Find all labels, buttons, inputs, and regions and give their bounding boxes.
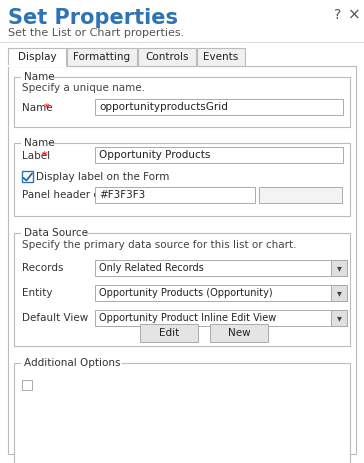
- Text: Data Source: Data Source: [24, 228, 88, 238]
- Bar: [138, 48, 196, 66]
- Bar: [95, 285, 347, 301]
- Text: New: New: [228, 328, 250, 338]
- Bar: [21, 227, 85, 239]
- Text: ▾: ▾: [337, 313, 341, 323]
- Bar: [210, 324, 268, 342]
- Text: Label: Label: [22, 151, 50, 161]
- Text: Display label on the Form: Display label on the Form: [36, 171, 169, 181]
- Text: Name: Name: [24, 138, 55, 148]
- Bar: [331, 310, 347, 326]
- Bar: [14, 363, 350, 463]
- Bar: [331, 285, 347, 301]
- Text: Name: Name: [24, 72, 55, 82]
- Text: Entity: Entity: [22, 288, 52, 298]
- Text: ?: ?: [335, 8, 342, 22]
- Text: Specify the primary data source for this list or chart.: Specify the primary data source for this…: [22, 240, 297, 250]
- Text: Set the List or Chart properties.: Set the List or Chart properties.: [8, 28, 184, 38]
- Text: #F3F3F3: #F3F3F3: [99, 190, 145, 200]
- Text: ×: ×: [348, 7, 360, 23]
- Bar: [21, 137, 48, 149]
- Text: Set Properties: Set Properties: [8, 8, 178, 28]
- Bar: [14, 233, 350, 346]
- Text: Opportunity Product Inline Edit View: Opportunity Product Inline Edit View: [99, 313, 276, 323]
- Bar: [95, 310, 347, 326]
- Bar: [14, 77, 350, 127]
- Text: Controls: Controls: [145, 52, 189, 62]
- Text: Display: Display: [18, 52, 56, 62]
- Bar: [21, 71, 48, 83]
- Text: Formatting: Formatting: [74, 52, 131, 62]
- Bar: [95, 147, 343, 163]
- Bar: [197, 48, 245, 66]
- Text: Name: Name: [22, 103, 53, 113]
- Text: Edit: Edit: [159, 328, 179, 338]
- Text: Only Related Records: Only Related Records: [99, 263, 204, 273]
- Text: Opportunity Products: Opportunity Products: [99, 150, 210, 160]
- Bar: [140, 324, 198, 342]
- Text: Events: Events: [203, 52, 239, 62]
- Text: Records: Records: [22, 263, 63, 273]
- Text: ▾: ▾: [337, 263, 341, 273]
- Text: Panel header color: Panel header color: [22, 190, 119, 200]
- Bar: [67, 48, 137, 66]
- Bar: [95, 99, 343, 115]
- Bar: [259, 187, 342, 203]
- Text: Opportunity Products (Opportunity): Opportunity Products (Opportunity): [99, 288, 273, 298]
- Text: Additional Options: Additional Options: [24, 358, 120, 368]
- Text: ▾: ▾: [337, 288, 341, 298]
- Bar: [22, 380, 32, 390]
- Bar: [14, 143, 350, 216]
- Bar: [95, 260, 347, 276]
- Bar: [22, 171, 33, 182]
- Bar: [331, 260, 347, 276]
- Text: Specify a unique name.: Specify a unique name.: [22, 83, 145, 93]
- Bar: [8, 48, 66, 66]
- Text: opportunityproductsGrid: opportunityproductsGrid: [99, 102, 228, 112]
- Bar: [21, 357, 122, 369]
- Text: *: *: [44, 103, 50, 113]
- Text: *: *: [42, 151, 48, 161]
- Bar: [8, 66, 356, 454]
- Text: Default View: Default View: [22, 313, 88, 323]
- Bar: [95, 187, 255, 203]
